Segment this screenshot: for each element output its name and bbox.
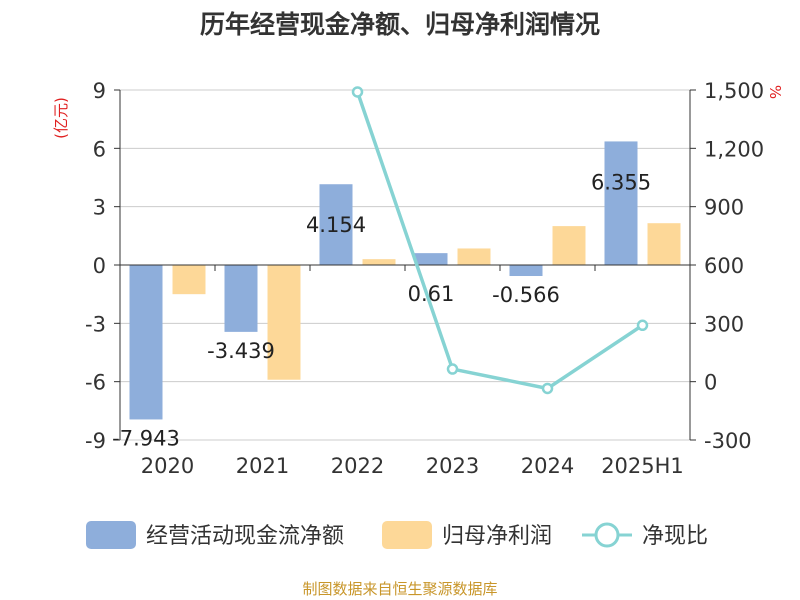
ratio-point [636, 319, 649, 332]
right-tick-label: 1,500 [704, 79, 764, 103]
left-tick-label: -3 [85, 312, 106, 336]
bar-cashflow [414, 253, 448, 265]
legend-swatch-cashflow [86, 521, 136, 549]
right-axis: 1,500 1,200 900 600 300 0 -300 [689, 79, 764, 453]
left-axis-unit: (亿元) [52, 97, 70, 139]
ratio-line [351, 86, 649, 395]
left-tick-label: -6 [85, 371, 106, 395]
bar-profit [647, 223, 681, 265]
left-tick-label: 6 [93, 137, 106, 161]
category-labels: 2020 2021 2022 2023 2024 2025H1 [141, 454, 684, 478]
category-label: 2024 [521, 454, 574, 478]
data-label: -3.439 [207, 339, 275, 363]
data-label: 6.355 [591, 170, 651, 194]
right-axis-unit: % [766, 85, 784, 99]
bar-cashflow [319, 184, 353, 265]
left-tick-label: -9 [85, 429, 106, 453]
right-tick-label: 600 [704, 254, 744, 278]
x-axis [119, 264, 691, 271]
bar-cashflow [604, 141, 638, 265]
legend-label-profit: 归母净利润 [442, 524, 552, 549]
bar-cashflow [129, 265, 163, 420]
ratio-line-path [355, 91, 644, 391]
chart-title: 历年经营现金净额、归母净利润情况 [200, 10, 600, 39]
category-label: 2022 [331, 454, 384, 478]
bar-profit [362, 259, 396, 265]
bar-profit [267, 265, 301, 380]
right-tick-label: 1,200 [704, 137, 764, 161]
legend-swatch-ratio-marker [594, 522, 620, 548]
source-note: 制图数据来自恒生聚源数据库 [302, 580, 497, 598]
ratio-point [351, 86, 364, 98]
left-axis: 9 6 3 0 -3 -6 -9 [85, 79, 121, 453]
legend-label-ratio: 净现比 [642, 524, 708, 549]
bar-cashflow [509, 265, 543, 277]
category-label: 2023 [426, 454, 479, 478]
bar-labels: -7.943 -3.439 4.154 0.61 -0.566 6.355 [112, 170, 651, 450]
bar-cashflow [224, 265, 258, 332]
left-tick-label: 9 [93, 79, 106, 103]
right-tick-label: 300 [704, 312, 744, 336]
left-tick-label: 3 [93, 196, 106, 220]
data-label: -0.566 [492, 283, 560, 307]
right-tick-label: -300 [704, 429, 752, 453]
left-tick-label: 0 [93, 254, 106, 278]
category-label: 2020 [141, 454, 194, 478]
bar-profit [457, 248, 491, 265]
bar-profit [552, 226, 586, 265]
right-tick-label: 900 [704, 196, 744, 220]
data-label: 4.154 [306, 213, 366, 237]
bar-profit [172, 265, 206, 295]
legend: 经营活动现金流净额 归母净利润 净现比 [86, 521, 708, 549]
legend-label-cashflow: 经营活动现金流净额 [146, 524, 344, 549]
legend-swatch-profit [382, 521, 432, 549]
data-label: 0.61 [408, 282, 455, 306]
right-tick-label: 0 [704, 371, 717, 395]
data-label: -7.943 [112, 426, 180, 450]
category-label: 2021 [236, 454, 289, 478]
ratio-point [541, 382, 554, 395]
gridlines [120, 89, 690, 441]
category-label: 2025H1 [601, 454, 684, 478]
bars [129, 141, 681, 420]
ratio-point [446, 363, 459, 375]
